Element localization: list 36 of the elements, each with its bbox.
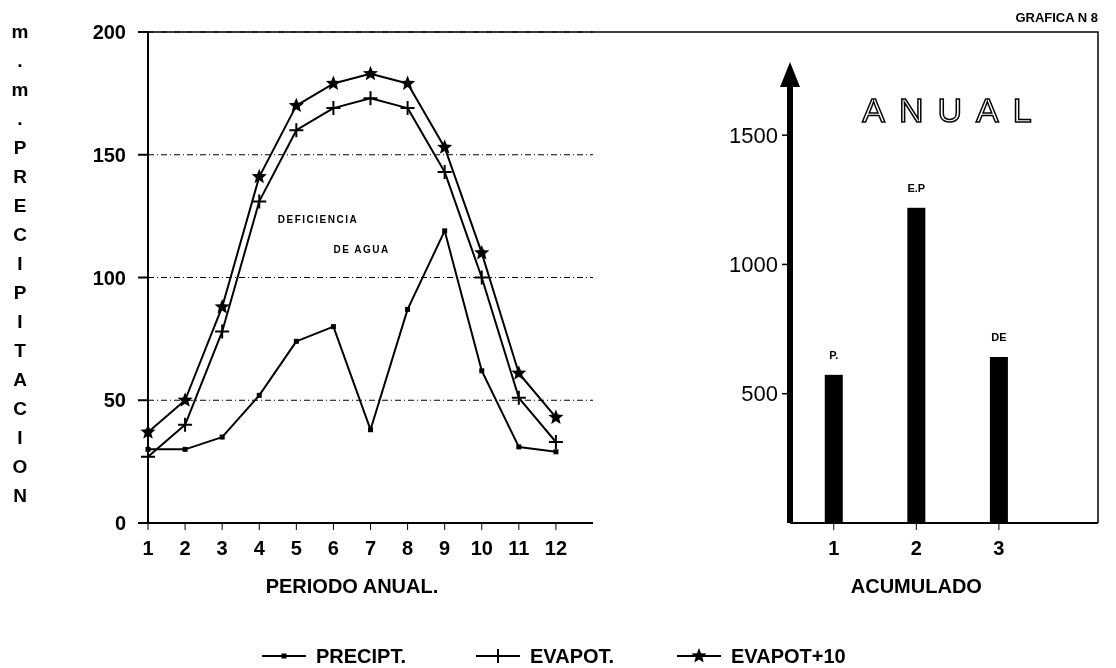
- x-tick-label: 4: [253, 537, 266, 559]
- y-tick-label: 50: [103, 389, 126, 412]
- legend-label: EVAPOT+10: [731, 645, 846, 667]
- x-tick-label: 3: [993, 537, 1005, 559]
- y-tick-label: 100: [92, 266, 126, 289]
- annotation: DEFICIENCIA: [277, 214, 359, 226]
- legend-label: PRECIPT.: [316, 645, 407, 667]
- annotation: DE: [991, 330, 1007, 343]
- x-tick-label: 10: [470, 537, 493, 559]
- text: m.m.PRECIPITACION: [11, 21, 29, 506]
- x-tick-label: 1: [828, 537, 840, 559]
- legend-label: EVAPOT.: [530, 645, 615, 667]
- x-axis-title: ACUMULADO: [850, 575, 982, 597]
- x-tick-label: 2: [910, 537, 922, 559]
- y-tick-label: 500: [741, 381, 778, 407]
- annotation: P.: [829, 348, 839, 361]
- x-tick-label: 1: [142, 537, 154, 559]
- x-tick-label: 6: [327, 537, 339, 559]
- y-tick-label: 200: [92, 21, 126, 43]
- x-tick-label: 12: [544, 537, 568, 559]
- x-axis-title: PERIODO ANUAL.: [265, 575, 439, 597]
- chart-title: ANUAL: [862, 91, 1046, 129]
- x-tick-label: 9: [439, 537, 451, 559]
- annotation: DE AGUA: [333, 243, 390, 255]
- x-tick-label: 7: [364, 537, 377, 559]
- y-tick-label: 1500: [729, 122, 778, 148]
- x-tick-label: 5: [290, 537, 302, 559]
- y-tick-label: 1000: [729, 251, 778, 277]
- y-tick-label: 0: [114, 512, 126, 534]
- x-tick-label: 8: [402, 537, 414, 559]
- annotation: E.P: [907, 181, 926, 194]
- y-tick-label: 150: [92, 143, 126, 166]
- x-tick-label: 2: [179, 537, 191, 559]
- text: GRAFICA N 8: [1015, 10, 1098, 25]
- x-tick-label: 3: [216, 537, 228, 559]
- x-tick-label: 11: [508, 537, 530, 559]
